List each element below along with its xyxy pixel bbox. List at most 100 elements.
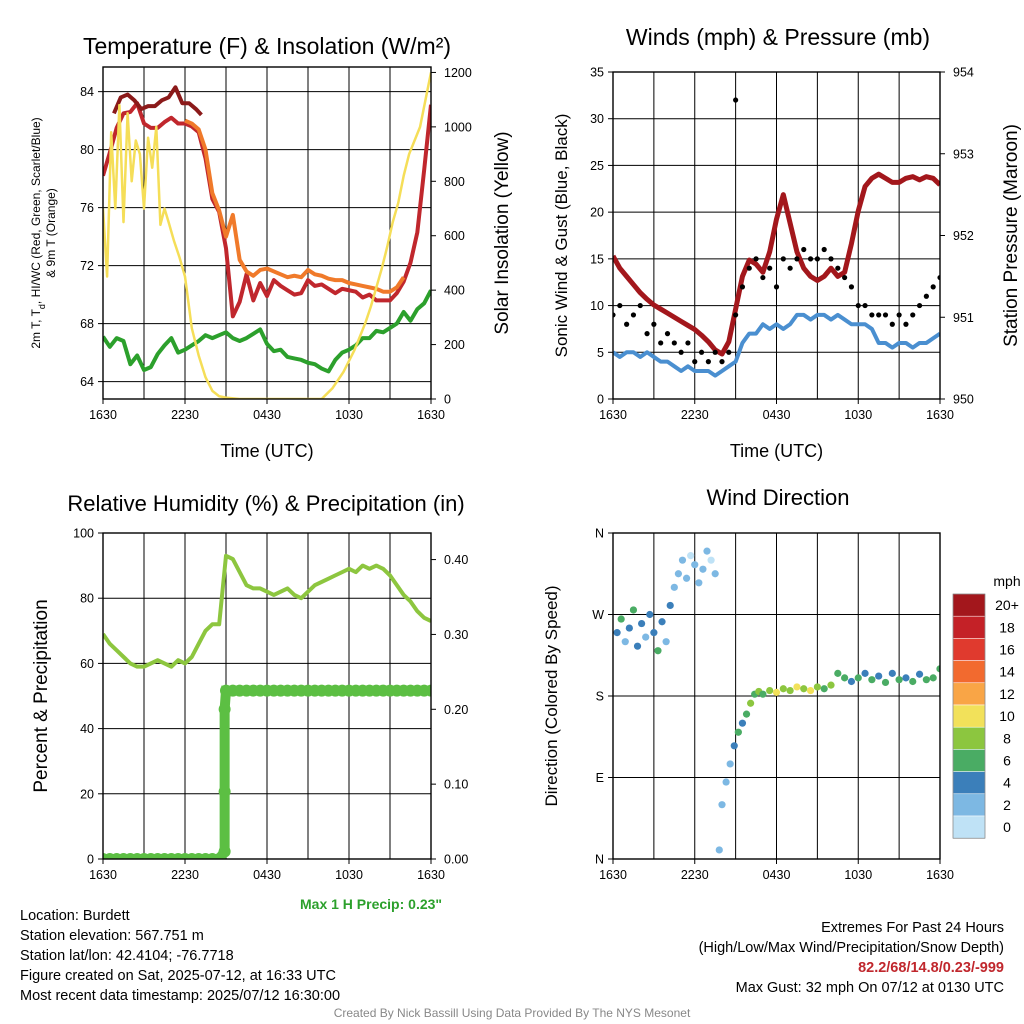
- direction-point: [834, 669, 842, 677]
- direction-point: [726, 760, 734, 768]
- direction-point: [625, 624, 633, 632]
- colorbar-swatch: [952, 660, 986, 684]
- data-point: [767, 265, 773, 271]
- plot-area: [103, 72, 431, 399]
- direction-point: [707, 556, 715, 564]
- data-point: [807, 256, 814, 262]
- colorbar-label: 18: [999, 619, 1015, 635]
- tick-labels: 1630 2230 0430 1030 1630 64 68 72 76 80 84 0 200 400 6…: [80, 66, 472, 422]
- direction-point: [711, 570, 719, 578]
- colorbar-swatch: [952, 593, 986, 617]
- data-point: [903, 321, 909, 327]
- direction-point: [687, 552, 695, 560]
- y2-axis-label: Solar Insolation (Yellow): [492, 131, 513, 334]
- y2-axis-label: Station Pressure (Maroon): [1001, 124, 1022, 347]
- data-point: [705, 359, 711, 365]
- direction-point: [909, 677, 917, 686]
- y-tick-label: 20: [590, 206, 604, 220]
- data-point: [869, 312, 875, 318]
- x-tick-label: 1630: [417, 868, 445, 882]
- x-tick-label: 1630: [89, 408, 117, 422]
- y-tick-label: 84: [80, 85, 94, 99]
- direction-point: [691, 561, 699, 569]
- data-point: [780, 256, 786, 262]
- data-point: [698, 349, 705, 355]
- y-tick-label: 100: [73, 527, 94, 541]
- direction-point: [613, 629, 621, 637]
- direction-point: [895, 676, 903, 684]
- y2-tick-label: 953: [953, 147, 974, 161]
- series-line-hiwc: [112, 85, 203, 117]
- x-tick-label: 1630: [599, 408, 627, 422]
- data-point: [739, 284, 746, 290]
- x-axis-label: Time (UTC): [730, 441, 823, 461]
- direction-point: [888, 669, 896, 677]
- extremes-values: 82.2/68/14.8/0.23/-999: [858, 960, 1004, 976]
- y2-tick-label: 0.30: [444, 628, 468, 642]
- direction-point: [806, 686, 815, 695]
- colorbar-label: 12: [999, 686, 1015, 702]
- direction-point: [747, 699, 755, 707]
- plot-area: [103, 553, 431, 859]
- series-line-t9m: [184, 118, 406, 294]
- data-point: [882, 312, 889, 318]
- chart-title: Temperature (F) & Insolation (W/m²): [83, 33, 451, 59]
- y-axis-label-part: , HI/WC (Red, Green, Scarlet/Blue): [29, 117, 43, 304]
- data-point: [671, 340, 677, 346]
- x-tick-label: 0430: [253, 408, 281, 422]
- data-point: [664, 331, 671, 337]
- colorbar-label: 14: [999, 664, 1015, 680]
- data-point: [733, 312, 739, 318]
- direction-point: [786, 686, 794, 695]
- direction-point: [766, 686, 774, 695]
- x-tick-label: 1630: [926, 408, 954, 422]
- grid: [613, 533, 940, 859]
- plot-area: [613, 547, 940, 854]
- direction-point: [861, 669, 869, 677]
- location-text: Location: Burdett: [20, 908, 130, 924]
- colorbar-label: 0: [1003, 819, 1011, 835]
- direction-point: [759, 690, 767, 698]
- direction-point: [715, 846, 723, 854]
- y-axis-label-sub: d: [37, 304, 47, 309]
- colorbar-label: 10: [999, 708, 1015, 724]
- y-axis-label: 2m T, Td, HI/WC (Red, Green, Scarlet/Blu…: [29, 117, 47, 348]
- direction-point: [841, 674, 849, 682]
- x-axis-label: Time (UTC): [220, 441, 313, 461]
- direction-point: [793, 683, 801, 691]
- colorbar-swatch: [952, 682, 986, 706]
- data-point: [644, 331, 650, 337]
- y-tick-label: 35: [590, 66, 604, 80]
- data-point: [685, 340, 691, 346]
- direction-point: [629, 606, 638, 614]
- colorbar-label: 6: [1003, 753, 1011, 769]
- tick-labels: 1630 2230 0430 1030 163005101520253035950951…: [590, 66, 974, 423]
- data-point: [855, 302, 861, 309]
- direction-point: [738, 719, 747, 727]
- x-tick-label: 1030: [335, 868, 363, 882]
- data-point: [787, 265, 793, 271]
- direction-point: [734, 728, 742, 736]
- y-tick-label: 25: [590, 159, 604, 173]
- y-tick-label: 68: [80, 317, 94, 331]
- direction-point: [742, 710, 751, 718]
- y2-tick-label: 1000: [444, 120, 472, 134]
- x-tick-label: 1030: [844, 408, 872, 422]
- series-line-solar: [103, 72, 431, 399]
- data-point: [719, 359, 725, 365]
- y-tick-label: 0: [87, 853, 94, 867]
- data-point: [678, 349, 684, 355]
- data-point: [773, 284, 780, 290]
- x-tick-label: 1030: [335, 408, 363, 422]
- colorbar: mph 20+ 18 16 14 12 10 8 6 4 2 0: [952, 573, 1021, 839]
- colorbar-label: 16: [999, 642, 1015, 658]
- y-axis-label: Direction (Colored By Speed): [542, 585, 561, 806]
- direction-point: [915, 670, 924, 678]
- direction-point: [699, 565, 707, 573]
- recent-text: Most recent data timestamp: 2025/07/12 1…: [20, 988, 341, 1004]
- data-point: [712, 349, 718, 355]
- x-tick-label: 2230: [171, 868, 199, 882]
- x-tick-label: 0430: [763, 868, 791, 882]
- data-point: [658, 340, 664, 346]
- x-tick-label: 0430: [763, 408, 791, 422]
